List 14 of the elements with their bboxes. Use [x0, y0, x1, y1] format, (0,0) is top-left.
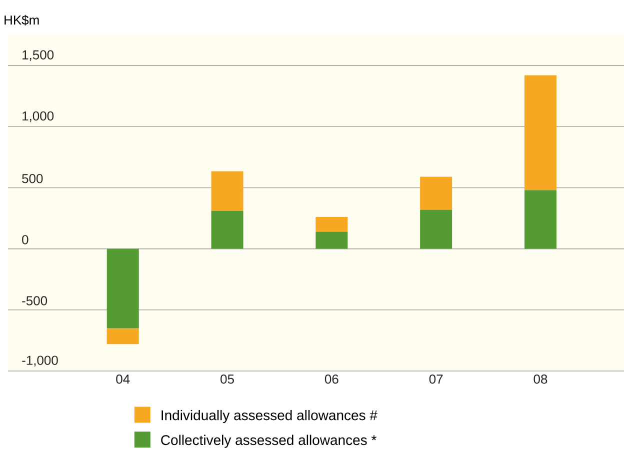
y-tick-label: -1,000	[22, 356, 58, 366]
legend-label: Collectively assessed allowances *	[161, 434, 376, 448]
x-tick-label: 06	[324, 374, 338, 384]
x-tick-label: 08	[534, 374, 548, 384]
x-tick-label: 04	[116, 374, 130, 384]
x-tick-label: 07	[429, 374, 443, 384]
x-tick-label: 05	[220, 374, 234, 384]
y-axis-title: HK$m	[4, 14, 39, 26]
y-tick-label: -500	[22, 296, 48, 306]
legend-label: Individually assessed allowances #	[162, 410, 378, 424]
y-tick-label: 0	[22, 235, 28, 244]
y-tick-label: 500	[22, 174, 43, 184]
y-tick-label: 1,500	[22, 50, 54, 62]
y-tick-label: 1,000	[22, 111, 54, 122]
